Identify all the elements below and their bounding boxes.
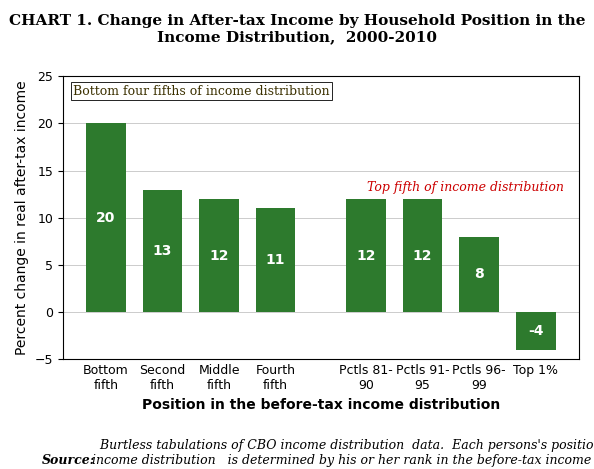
Text: Bottom four fifths of income distribution: Bottom four fifths of income distributio…: [73, 85, 330, 98]
Text: Burtless tabulations of CBO income distribution  data.  Each persons's position : Burtless tabulations of CBO income distr…: [92, 439, 594, 467]
Text: 12: 12: [209, 249, 229, 263]
Text: 8: 8: [475, 267, 484, 281]
Text: Source:: Source:: [42, 454, 95, 467]
Text: -4: -4: [528, 324, 544, 338]
Bar: [86, 123, 126, 312]
Bar: [459, 237, 499, 312]
Bar: [143, 189, 182, 312]
Bar: [516, 312, 555, 350]
Bar: [346, 199, 386, 312]
Text: Top fifth of income distribution: Top fifth of income distribution: [366, 181, 564, 194]
Text: 12: 12: [413, 249, 432, 263]
Text: 13: 13: [153, 244, 172, 258]
Bar: [403, 199, 443, 312]
X-axis label: Position in the before-tax income distribution: Position in the before-tax income distri…: [142, 398, 500, 412]
Bar: [200, 199, 239, 312]
Text: 20: 20: [96, 211, 116, 225]
Text: CHART 1. Change in After-tax Income by Household Position in the
Income Distribu: CHART 1. Change in After-tax Income by H…: [9, 14, 585, 44]
Text: 11: 11: [266, 253, 285, 267]
Y-axis label: Percent change in real after-tax income: Percent change in real after-tax income: [15, 81, 29, 355]
Text: 12: 12: [356, 249, 376, 263]
Bar: [256, 208, 295, 312]
